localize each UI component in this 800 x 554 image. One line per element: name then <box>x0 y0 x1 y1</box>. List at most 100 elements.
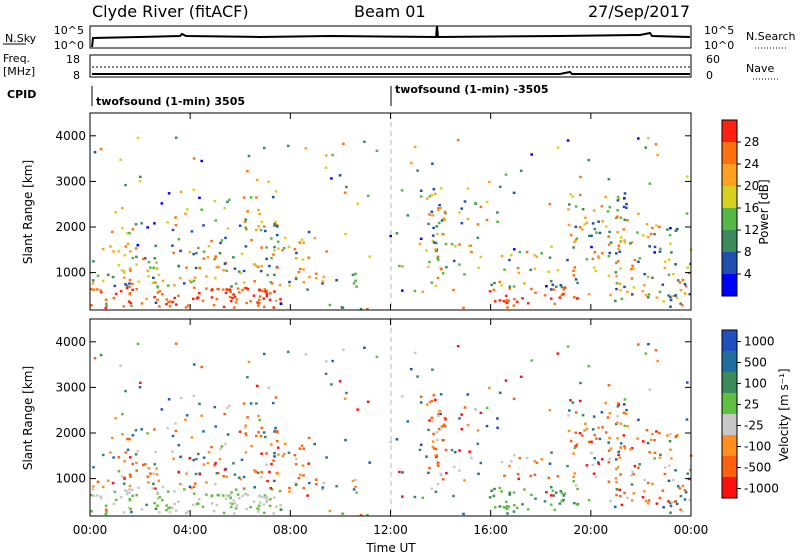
power-echo-cell <box>129 301 132 305</box>
velocity-echo-cell <box>477 472 480 475</box>
velocity-echo-cell <box>92 466 95 469</box>
power-echo-cell <box>140 222 143 225</box>
velocity-echo-cell <box>632 492 636 495</box>
velocity-echo-cell <box>140 428 143 431</box>
power-echo-cell <box>228 288 232 292</box>
velocity-echo-cell <box>439 412 442 416</box>
velocity-echo-cell <box>567 429 571 433</box>
colorbar-tick-label: 28 <box>744 135 759 149</box>
velocity-echo-cell <box>186 510 190 513</box>
power-echo-cell <box>193 276 197 279</box>
power-echo-cell <box>260 246 263 249</box>
velocity-echo-cell <box>625 408 628 412</box>
velocity-echo-cell <box>630 447 634 450</box>
power-echo-cell <box>662 300 665 303</box>
power-echo-cell <box>276 240 280 243</box>
power-echo-cell <box>239 271 242 275</box>
velocity-echo-cell <box>228 501 232 505</box>
power-echo-cell <box>562 292 565 296</box>
velocity-echo-cell <box>228 404 231 408</box>
power-echo-cell <box>552 288 556 291</box>
power-echo-cell <box>619 236 623 239</box>
velocity-echo-cell <box>140 508 144 511</box>
power-echo-cell <box>234 282 238 285</box>
velocity-echo-cell <box>321 486 325 489</box>
power-echo-cell <box>195 251 198 255</box>
velocity-echo-cell <box>257 431 260 434</box>
velocity-echo-cell <box>274 396 278 399</box>
velocity-echo-cell <box>288 486 291 490</box>
velocity-echo-cell <box>597 461 600 464</box>
velocity-colorbar-swatch <box>722 393 737 414</box>
noise-right-label: N.Search <box>746 30 796 43</box>
power-echo-cell <box>257 225 260 228</box>
velocity-echo-cell <box>450 448 454 452</box>
power-echo-cell <box>122 305 126 308</box>
velocity-echo-cell <box>192 503 195 507</box>
power-echo-cell <box>140 302 144 305</box>
power-echo-cell <box>553 302 557 306</box>
velocity-echo-cell <box>283 442 287 445</box>
velocity-echo-cell <box>521 503 524 506</box>
power-echo-cell <box>128 285 131 288</box>
velocity-echo-cell <box>547 476 551 479</box>
power-echo-cell <box>616 195 620 199</box>
velocity-echo-cell <box>221 494 225 497</box>
velocity-echo-cell <box>508 464 511 468</box>
power-echo-cell <box>630 267 633 271</box>
velocity-echo-cell <box>686 472 689 475</box>
velocity-echo-cell <box>235 504 239 507</box>
velocity-echo-cell <box>331 359 334 363</box>
power-echo-cell <box>124 283 127 286</box>
power-echo-cell <box>418 242 422 246</box>
power-echo-cell <box>177 294 180 297</box>
velocity-echo-cell <box>306 494 309 497</box>
power-echo-cell <box>601 220 604 223</box>
velocity-echo-cell <box>263 352 266 356</box>
velocity-echo-cell <box>563 492 567 495</box>
power-echo-cell <box>430 210 434 213</box>
power-echo-cell <box>550 245 553 248</box>
velocity-echo-cell <box>631 499 634 502</box>
power-colorbar-swatch <box>722 120 737 142</box>
velocity-echo-cell <box>177 444 181 447</box>
velocity-colorbar-swatch <box>722 477 737 498</box>
power-echo-cell <box>510 254 513 257</box>
cpid-segment-2: twofsound (1-min) -3505 <box>395 83 549 96</box>
power-echo-cell <box>566 139 570 142</box>
velocity-echo-cell <box>669 504 673 508</box>
velocity-echo-cell <box>674 469 677 472</box>
power-echo-cell <box>401 289 404 292</box>
velocity-echo-cell <box>644 352 648 355</box>
velocity-echo-cell <box>431 445 435 449</box>
power-echo-cell <box>530 153 533 156</box>
power-echo-cell <box>301 258 305 261</box>
power-echo-cell <box>128 293 132 296</box>
velocity-echo-cell <box>600 411 604 414</box>
power-echo-cell <box>229 299 233 303</box>
power-echo-cell <box>192 279 196 282</box>
power-echo-cell <box>683 283 687 286</box>
power-colorbar-label: Power [dB] <box>757 179 771 244</box>
velocity-echo-cell <box>540 458 543 461</box>
velocity-echo-cell <box>503 474 506 477</box>
power-echo-cell <box>675 229 678 232</box>
velocity-echo-cell <box>533 460 536 463</box>
velocity-panel: 1000 2000 3000 4000 Slant Range [km] 1000 50… <box>21 318 791 517</box>
velocity-echo-cell <box>615 458 618 461</box>
power-echo-cell <box>540 252 543 255</box>
power-echo-cell <box>273 245 276 249</box>
velocity-echo-cell <box>590 451 593 455</box>
velocity-echo-cell <box>551 489 555 492</box>
power-echo-cell <box>453 245 457 248</box>
velocity-echo-cell <box>126 448 130 451</box>
power-echo-cell <box>129 269 132 272</box>
velocity-echo-cell <box>154 507 158 510</box>
power-echo-cell <box>623 218 627 221</box>
power-echo-cell <box>117 264 121 267</box>
velocity-echo-cell <box>147 467 151 470</box>
velocity-echo-cell <box>607 480 611 483</box>
power-echo-cell <box>125 284 129 287</box>
power-echo-cell <box>619 216 623 219</box>
velocity-echo-cell <box>623 424 627 427</box>
